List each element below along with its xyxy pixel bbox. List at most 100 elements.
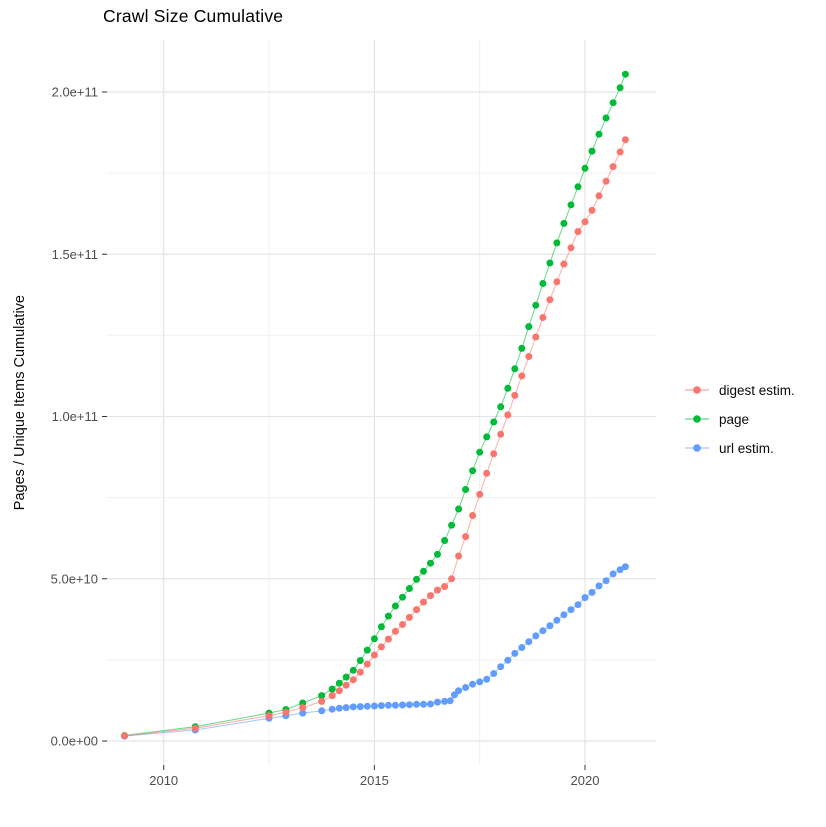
legend-item-url-estim: url estim. [684,440,795,456]
data-point-digest-estim- [518,372,526,380]
data-point-page [518,344,526,352]
data-point-digest-estim- [384,635,392,643]
data-point-url-estim- [490,670,498,677]
data-point-digest-estim- [574,228,582,235]
data-point-page [318,692,326,700]
legend-label: digest estim. [719,382,795,398]
data-point-url-estim- [328,705,336,713]
data-point-digest-estim- [476,490,484,498]
data-point-url-estim- [504,656,512,664]
data-point-digest-estim- [282,708,290,716]
data-point-url-estim- [595,582,603,590]
data-point-digest-estim- [191,724,199,732]
data-point-digest-estim- [455,552,463,560]
data-point-url-estim- [539,627,547,635]
data-point-digest-estim- [441,583,449,590]
data-point-url-estim- [602,577,610,585]
data-point-digest-estim- [370,651,378,659]
data-point-page [490,418,498,426]
data-point-digest-estim- [391,627,399,635]
data-point-digest-estim- [497,430,505,438]
data-point-url-estim- [420,700,427,708]
data-point-url-estim- [518,644,526,651]
data-point-digest-estim- [318,697,326,705]
data-point-page [560,219,568,227]
data-point-url-estim- [574,601,582,609]
data-point-digest-estim- [413,606,420,614]
data-point-digest-estim- [546,296,554,304]
data-point-digest-estim- [299,704,307,712]
data-point-page [483,433,491,441]
data-point-digest-estim- [483,469,491,477]
data-point-digest-estim- [581,218,589,226]
data-point-digest-estim- [609,163,617,171]
data-point-digest-estim- [553,278,561,286]
data-point-page [588,147,596,155]
data-point-page [511,365,519,373]
y-tick-label: 0.0e+00 [51,734,98,749]
data-point-digest-estim- [621,136,629,144]
data-point-page [405,585,413,592]
data-point-page [476,448,484,456]
data-point-url-estim- [391,701,399,709]
y-tick-label: 1.0e+11 [52,409,98,424]
data-point-url-estim- [370,702,378,710]
data-point-digest-estim- [405,613,413,621]
data-point-digest-estim- [469,512,477,519]
data-point-page [370,635,378,643]
data-point-page [469,467,477,475]
data-point-page [462,486,470,493]
data-point-url-estim- [497,663,505,671]
data-point-digest-estim- [434,586,441,594]
data-point-page [434,550,441,558]
data-point-page [539,280,547,287]
data-point-url-estim- [476,678,484,686]
data-point-page [609,99,617,107]
data-point-url-estim- [342,704,350,712]
data-point-digest-estim- [349,676,357,684]
data-point-page [602,114,610,122]
data-point-url-estim- [532,632,540,640]
data-point-digest-estim- [356,668,364,676]
data-point-url-estim- [441,697,449,705]
data-point-digest-estim- [420,598,427,606]
data-point-url-estim- [299,709,307,717]
data-point-url-estim- [434,698,441,706]
data-point-url-estim- [483,675,491,683]
data-point-digest-estim- [511,391,519,399]
data-point-page [616,84,624,92]
data-point-digest-estim- [363,660,371,668]
legend-item-digest-estim: digest estim. [684,382,795,398]
data-point-digest-estim- [265,712,273,720]
data-point-url-estim- [455,687,463,695]
data-point-digest-estim- [588,206,596,214]
data-point-url-estim- [318,707,326,715]
data-point-digest-estim- [616,148,624,156]
legend: digest estim. page url estim. [684,382,795,456]
data-point-url-estim- [363,702,371,710]
data-point-url-estim- [546,622,554,630]
data-point-page [455,505,463,513]
data-point-page [581,164,589,172]
data-point-digest-estim- [490,450,498,458]
data-point-digest-estim- [504,411,512,419]
legend-key-icon [685,386,709,394]
data-point-url-estim- [462,684,470,691]
legend-key-icon [685,415,709,423]
x-tick-label: 2015 [360,773,389,788]
data-point-page [356,657,364,664]
x-tick-label: 2020 [571,773,600,788]
data-point-page [567,201,575,209]
data-point-page [574,183,582,191]
data-point-page [532,301,540,309]
data-point-page [595,130,603,138]
data-point-url-estim- [349,703,357,711]
data-point-page [621,70,629,78]
data-point-page [427,559,434,567]
data-point-url-estim- [405,701,413,709]
data-point-page [525,323,533,331]
data-point-page [553,239,561,247]
data-point-url-estim- [609,570,617,578]
data-point-url-estim- [427,700,434,708]
